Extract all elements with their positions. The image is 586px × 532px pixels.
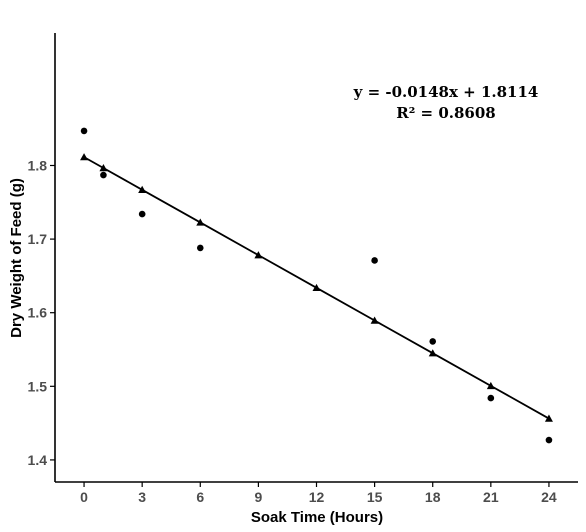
x-tick-label: 24: [541, 489, 557, 505]
data-point-fitted: [370, 316, 379, 324]
regression-line: [83, 156, 550, 420]
x-tick-label: 21: [483, 489, 499, 505]
data-point-observed: [487, 394, 495, 402]
data-point-observed: [371, 257, 378, 264]
data-point-fitted: [428, 349, 437, 357]
r-squared-label: R² = 0.8608: [396, 104, 495, 122]
y-tick-label: 1.8: [28, 157, 48, 173]
data-point-observed: [80, 127, 88, 135]
data-point-fitted: [254, 251, 263, 259]
series-layer: [80, 127, 553, 444]
y-tick-label: 1.6: [28, 305, 48, 321]
x-axis-title: Soak Time (Hours): [251, 509, 383, 526]
data-point-fitted: [196, 218, 205, 226]
y-tick-label: 1.7: [28, 231, 48, 247]
y-tick-label: 1.5: [28, 378, 48, 394]
data-point-observed: [138, 210, 146, 218]
data-point-observed: [196, 244, 204, 252]
data-point-observed: [100, 171, 107, 179]
y-axis-ticks: 1.4 1.5 1.6 1.7 1.8: [28, 157, 55, 468]
y-tick-label: 1.4: [28, 452, 48, 468]
x-tick-label: 12: [309, 489, 325, 505]
data-point-fitted: [80, 153, 89, 161]
regression-equation: y = -0.0148x + 1.8114: [353, 83, 539, 101]
x-tick-label: 3: [138, 489, 146, 505]
data-point-fitted: [544, 414, 553, 422]
x-tick-label: 15: [367, 489, 383, 505]
x-tick-label: 18: [425, 489, 441, 505]
data-point-observed: [429, 338, 437, 345]
data-point-fitted: [312, 283, 321, 292]
data-point-fitted: [138, 185, 147, 193]
data-point-observed: [545, 436, 553, 444]
x-tick-label: 9: [254, 489, 262, 505]
x-tick-label: 0: [80, 489, 88, 505]
data-point-fitted: [486, 381, 495, 390]
data-point-fitted: [99, 163, 108, 172]
x-axis-ticks: 0 3 6 9 12 15 18 21 24: [80, 482, 557, 505]
y-axis-title: Dry Weight of Feed (g): [8, 178, 25, 338]
x-tick-label: 6: [196, 489, 204, 505]
